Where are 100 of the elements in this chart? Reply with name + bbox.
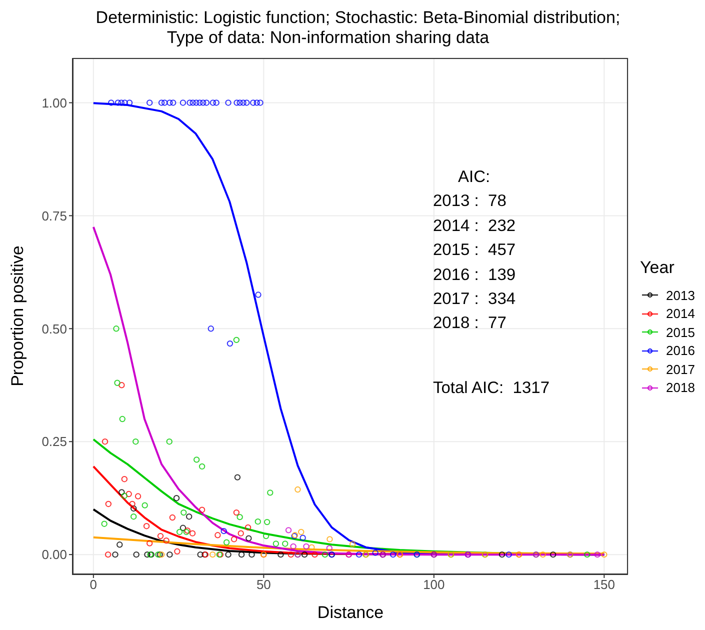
point <box>105 500 112 508</box>
point <box>134 493 142 500</box>
point <box>214 532 221 538</box>
point <box>234 100 240 106</box>
point <box>170 100 176 106</box>
point <box>220 528 227 534</box>
chart-title: Deterministic: Logistic function; Stochastic: Beta-Binomial distribution; <box>94 8 622 28</box>
point <box>203 100 210 106</box>
point <box>285 527 292 534</box>
annotation: 2013 : 78 <box>433 191 508 212</box>
point <box>594 551 600 558</box>
point <box>372 550 378 556</box>
point <box>161 100 168 106</box>
point <box>308 544 315 550</box>
point <box>234 474 241 480</box>
point <box>189 530 196 536</box>
annotation: 2016 : 139 <box>433 264 517 286</box>
point <box>113 326 120 332</box>
point <box>173 494 180 502</box>
point <box>142 502 148 508</box>
point <box>303 543 310 550</box>
point <box>121 476 128 482</box>
chart-subtitle: Type of data: Non-information sharing data <box>166 28 490 48</box>
point <box>356 551 362 558</box>
point <box>272 540 280 547</box>
point <box>194 456 200 463</box>
point <box>186 100 193 106</box>
legend-label: 2016 <box>666 343 695 358</box>
point <box>126 100 133 106</box>
point <box>198 506 206 513</box>
point <box>223 539 230 546</box>
y-tick-label: 0.75 <box>42 208 67 224</box>
point <box>244 524 252 531</box>
point <box>157 532 164 540</box>
legend-label: 2015 <box>666 324 695 340</box>
point <box>133 551 140 558</box>
point <box>246 535 252 542</box>
point <box>326 536 333 542</box>
point <box>244 100 250 106</box>
point <box>114 380 120 386</box>
point <box>163 537 170 544</box>
point <box>180 100 186 106</box>
annotation: 2015 : 457 <box>433 240 517 262</box>
point <box>250 100 256 106</box>
point <box>390 551 396 558</box>
annotation: Total AIC: 1317 <box>433 378 550 399</box>
point <box>282 540 288 547</box>
point <box>208 326 214 332</box>
point <box>278 551 284 558</box>
point <box>506 551 512 558</box>
point <box>230 536 238 542</box>
point <box>326 545 332 552</box>
y-tick-label: 0.00 <box>42 547 67 562</box>
point <box>254 518 261 525</box>
point <box>119 416 126 422</box>
point <box>144 551 150 558</box>
point <box>210 100 216 106</box>
point <box>101 520 108 527</box>
point <box>112 551 118 558</box>
point <box>236 100 243 106</box>
point <box>213 100 220 106</box>
point <box>146 100 153 106</box>
point <box>129 500 136 508</box>
point <box>225 100 232 106</box>
y-tick-label: 1.00 <box>42 95 67 110</box>
point <box>118 489 125 496</box>
point <box>166 438 172 445</box>
point <box>143 523 150 530</box>
point <box>180 509 187 516</box>
point <box>114 100 122 106</box>
point <box>116 542 123 548</box>
point <box>200 100 206 106</box>
point <box>166 100 173 106</box>
point <box>174 548 180 555</box>
x-tick-label: 50 <box>256 577 271 592</box>
point <box>186 514 192 520</box>
point <box>176 528 183 536</box>
point <box>498 551 506 558</box>
point <box>126 490 132 498</box>
point <box>584 551 590 558</box>
point <box>290 543 296 550</box>
point <box>312 551 318 558</box>
point <box>130 505 137 512</box>
point <box>540 551 546 558</box>
point <box>236 514 243 520</box>
y-axis-title: Proportion positive <box>8 246 28 386</box>
point <box>255 292 262 298</box>
point <box>121 492 128 499</box>
point <box>169 514 176 521</box>
x-axis-title: Distance <box>317 603 384 622</box>
point <box>298 528 304 536</box>
point <box>238 530 244 536</box>
point <box>233 509 240 516</box>
legend-title: Year <box>640 258 676 278</box>
point <box>190 100 196 106</box>
point <box>132 438 139 445</box>
point <box>226 340 234 347</box>
point <box>257 100 264 106</box>
legend-label: 2017 <box>666 362 695 377</box>
point <box>104 551 112 558</box>
